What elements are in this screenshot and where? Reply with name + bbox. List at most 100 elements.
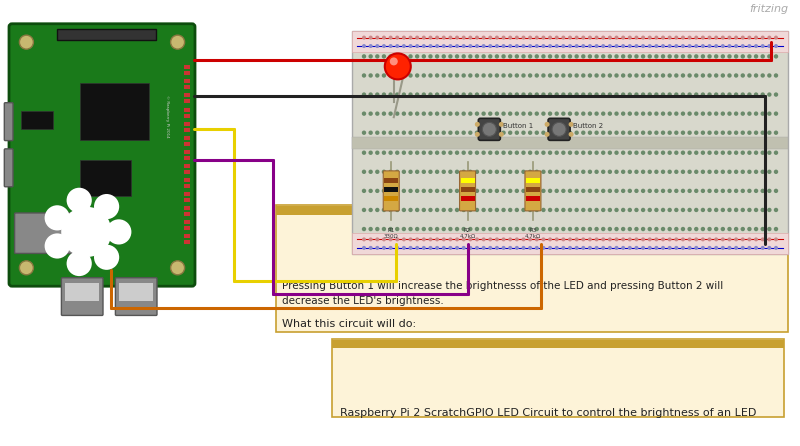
Circle shape bbox=[754, 246, 758, 250]
Circle shape bbox=[455, 92, 459, 97]
Circle shape bbox=[369, 237, 373, 241]
Circle shape bbox=[654, 131, 658, 135]
Circle shape bbox=[727, 227, 732, 231]
Circle shape bbox=[594, 150, 598, 155]
Circle shape bbox=[462, 169, 466, 174]
Circle shape bbox=[588, 112, 592, 116]
Circle shape bbox=[601, 73, 606, 78]
Circle shape bbox=[508, 44, 512, 48]
Circle shape bbox=[654, 112, 658, 116]
Circle shape bbox=[774, 36, 778, 40]
Circle shape bbox=[488, 227, 493, 231]
Circle shape bbox=[574, 44, 578, 48]
Circle shape bbox=[468, 131, 473, 135]
Circle shape bbox=[747, 246, 751, 250]
Circle shape bbox=[608, 131, 612, 135]
Circle shape bbox=[721, 44, 725, 48]
Circle shape bbox=[408, 208, 413, 212]
Circle shape bbox=[774, 150, 778, 155]
Circle shape bbox=[628, 44, 632, 48]
Circle shape bbox=[448, 54, 453, 58]
Circle shape bbox=[362, 189, 366, 193]
Circle shape bbox=[462, 189, 466, 193]
Circle shape bbox=[667, 169, 672, 174]
Circle shape bbox=[548, 92, 552, 97]
Circle shape bbox=[369, 208, 373, 212]
Circle shape bbox=[774, 92, 778, 97]
Circle shape bbox=[654, 189, 658, 193]
Circle shape bbox=[542, 36, 546, 40]
Bar bbox=[352, 31, 788, 53]
Circle shape bbox=[528, 92, 532, 97]
Circle shape bbox=[741, 246, 745, 250]
Circle shape bbox=[687, 54, 692, 58]
Circle shape bbox=[767, 73, 771, 78]
Circle shape bbox=[701, 131, 705, 135]
Bar bbox=[184, 156, 190, 160]
Circle shape bbox=[369, 44, 373, 48]
Circle shape bbox=[482, 131, 486, 135]
Circle shape bbox=[694, 169, 698, 174]
Circle shape bbox=[542, 131, 546, 135]
Circle shape bbox=[641, 246, 645, 250]
Circle shape bbox=[428, 150, 433, 155]
Circle shape bbox=[462, 112, 466, 116]
Circle shape bbox=[442, 73, 446, 78]
Circle shape bbox=[548, 246, 552, 250]
Circle shape bbox=[482, 92, 486, 97]
Circle shape bbox=[594, 208, 598, 212]
Circle shape bbox=[707, 73, 712, 78]
Circle shape bbox=[594, 112, 598, 116]
FancyBboxPatch shape bbox=[62, 278, 103, 315]
Circle shape bbox=[754, 237, 758, 241]
Circle shape bbox=[482, 44, 486, 48]
Circle shape bbox=[701, 150, 705, 155]
Circle shape bbox=[734, 92, 738, 97]
Circle shape bbox=[475, 122, 480, 127]
Circle shape bbox=[435, 237, 439, 241]
Circle shape bbox=[608, 227, 612, 231]
Circle shape bbox=[754, 208, 758, 212]
Circle shape bbox=[767, 44, 771, 48]
Circle shape bbox=[568, 112, 572, 116]
Circle shape bbox=[442, 150, 446, 155]
Circle shape bbox=[468, 227, 473, 231]
Circle shape bbox=[634, 169, 638, 174]
Circle shape bbox=[734, 112, 738, 116]
Circle shape bbox=[488, 246, 492, 250]
Circle shape bbox=[667, 227, 672, 231]
Circle shape bbox=[574, 112, 579, 116]
Circle shape bbox=[628, 73, 632, 78]
Circle shape bbox=[694, 131, 698, 135]
Circle shape bbox=[661, 246, 665, 250]
Circle shape bbox=[621, 150, 626, 155]
Circle shape bbox=[369, 246, 373, 250]
Circle shape bbox=[488, 92, 493, 97]
Circle shape bbox=[621, 73, 626, 78]
Circle shape bbox=[727, 189, 732, 193]
Circle shape bbox=[707, 92, 712, 97]
Circle shape bbox=[415, 150, 419, 155]
Circle shape bbox=[362, 92, 366, 97]
Circle shape bbox=[508, 189, 512, 193]
Circle shape bbox=[634, 150, 638, 155]
Circle shape bbox=[741, 73, 745, 78]
Circle shape bbox=[734, 131, 738, 135]
Circle shape bbox=[694, 44, 698, 48]
Circle shape bbox=[502, 44, 506, 48]
Circle shape bbox=[701, 73, 705, 78]
Circle shape bbox=[761, 227, 765, 231]
Bar bbox=[184, 150, 190, 154]
Circle shape bbox=[561, 208, 566, 212]
Bar bbox=[80, 160, 131, 196]
Circle shape bbox=[375, 189, 379, 193]
Circle shape bbox=[409, 44, 413, 48]
Circle shape bbox=[747, 131, 752, 135]
Circle shape bbox=[494, 169, 499, 174]
Bar bbox=[352, 233, 788, 254]
Circle shape bbox=[514, 73, 519, 78]
Circle shape bbox=[375, 92, 379, 97]
Circle shape bbox=[561, 150, 566, 155]
Circle shape bbox=[462, 246, 466, 250]
Circle shape bbox=[389, 36, 393, 40]
